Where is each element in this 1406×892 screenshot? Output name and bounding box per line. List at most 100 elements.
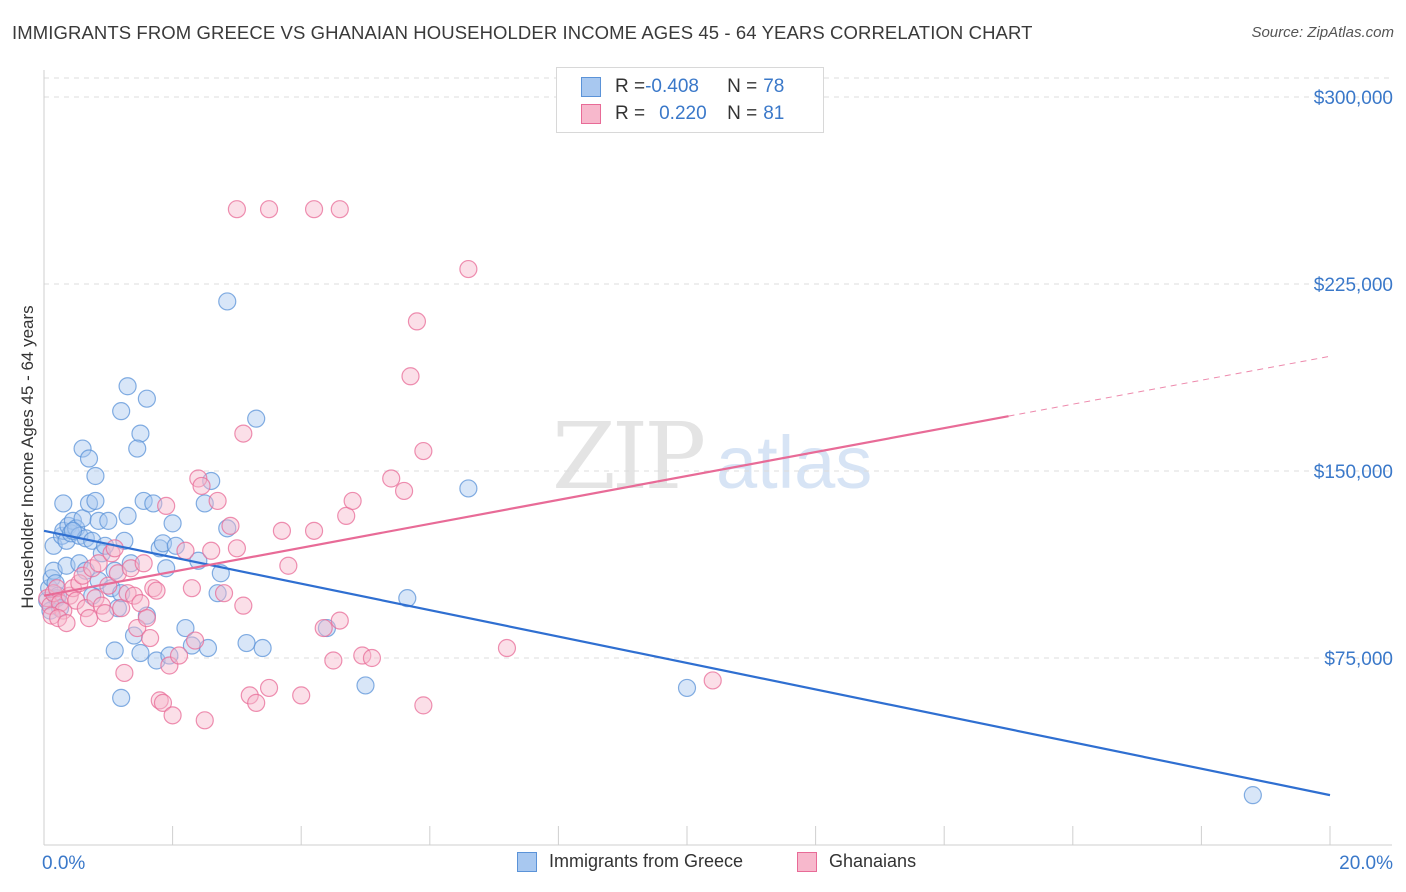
point-greece <box>73 439 92 458</box>
point-ghanaians <box>234 424 253 443</box>
point-ghanaians <box>247 693 266 712</box>
point-ghanaians <box>259 678 279 698</box>
bottom-legend-label-greece: Immigrants from Greece <box>549 851 744 871</box>
point-ghanaians <box>147 581 166 600</box>
point-greece <box>131 643 150 663</box>
point-greece <box>131 424 150 443</box>
point-ghanaians <box>169 646 189 665</box>
point-ghanaians <box>163 706 182 725</box>
point-ghanaians <box>176 541 195 560</box>
point-greece <box>218 519 237 538</box>
point-ghanaians <box>160 656 179 675</box>
point-ghanaians <box>414 696 433 715</box>
point-ghanaians <box>115 663 134 683</box>
point-greece <box>677 678 697 698</box>
point-ghanaians <box>240 686 259 705</box>
point-ghanaians <box>337 506 356 525</box>
legend-n-value: 78 <box>763 76 785 97</box>
point-greece <box>86 491 105 511</box>
point-greece <box>115 531 134 550</box>
x-tick-label: 20.0% <box>1339 853 1393 874</box>
point-greece <box>237 633 256 653</box>
point-ghanaians <box>144 579 163 598</box>
point-ghanaians <box>128 618 147 638</box>
point-ghanaians <box>703 671 722 690</box>
point-greece <box>99 511 118 530</box>
legend-r-label: R = <box>615 103 646 124</box>
point-ghanaians <box>214 584 234 603</box>
point-greece <box>137 389 156 408</box>
point-greece <box>208 584 227 603</box>
point-ghanaians <box>362 648 382 668</box>
point-ghanaians <box>140 628 160 648</box>
point-greece <box>112 688 131 707</box>
trendline-ghanaians <box>43 415 1009 597</box>
point-ghanaians <box>414 441 433 461</box>
point-ghanaians <box>221 516 240 535</box>
legend-n-label: N = <box>727 103 758 124</box>
point-greece <box>247 409 266 428</box>
trendline-ghanaians-dashed <box>1008 355 1331 417</box>
point-ghanaians <box>153 693 173 712</box>
y-axis-label: Householder Income Ages 45 - 64 years <box>18 305 37 608</box>
point-ghanaians <box>192 476 211 496</box>
point-ghanaians <box>330 200 349 219</box>
point-ghanaians <box>304 521 324 540</box>
chart-title: IMMIGRANTS FROM GREECE VS GHANAIAN HOUSE… <box>12 22 1033 43</box>
legend-r-value: -0.408 <box>645 76 699 97</box>
trendline-greece <box>43 529 1331 797</box>
correlation-legend: R = -0.408 N = 78 R = 0.220 N = 81 <box>556 67 824 133</box>
x-tick-label: 0.0% <box>42 853 85 874</box>
watermark-zip: ZIP <box>552 403 703 510</box>
point-ghanaians <box>259 200 279 219</box>
point-ghanaians <box>330 611 349 630</box>
point-ghanaians <box>314 618 333 638</box>
legend-swatch-greece <box>581 77 601 97</box>
y-tick-label: $150,000 <box>1314 462 1393 483</box>
point-ghanaians <box>134 554 153 573</box>
legend-n-value: 81 <box>763 103 785 124</box>
point-greece <box>121 554 140 573</box>
point-ghanaians <box>279 556 298 575</box>
point-ghanaians <box>73 566 92 585</box>
point-greece <box>166 536 185 555</box>
point-ghanaians <box>137 609 156 628</box>
point-greece <box>176 618 195 638</box>
point-ghanaians <box>382 469 401 488</box>
watermark-atlas: atlas <box>716 421 872 504</box>
y-tick-label: $75,000 <box>1324 649 1393 670</box>
bottom-legend-swatch-greece <box>517 851 537 872</box>
point-ghanaians <box>89 554 108 573</box>
point-greece <box>112 402 131 421</box>
bottom-legend-swatch-ghanaians <box>797 851 817 872</box>
point-ghanaians <box>394 481 414 501</box>
point-ghanaians <box>208 491 227 511</box>
source-label: Source: ZipAtlas.com <box>1251 24 1394 41</box>
point-ghanaians <box>112 599 131 618</box>
point-ghanaians <box>195 711 214 730</box>
point-ghanaians <box>67 591 86 610</box>
point-ghanaians <box>324 651 343 670</box>
point-greece <box>105 641 124 660</box>
point-greece <box>398 589 417 608</box>
point-greece <box>160 646 179 665</box>
point-greece <box>1243 786 1262 805</box>
legend-row-ghanaians: R = 0.220 N = 81 <box>581 102 784 126</box>
point-greece <box>253 638 272 658</box>
point-ghanaians <box>182 579 201 598</box>
point-ghanaians <box>95 604 115 623</box>
point-ghanaians <box>157 496 176 516</box>
bottom-legend-greece: Immigrants from Greece <box>517 851 743 872</box>
y-tick-label: $300,000 <box>1314 88 1393 109</box>
point-greece <box>218 292 237 311</box>
point-ghanaians <box>292 686 311 705</box>
point-greece <box>86 466 105 486</box>
legend-n-label: N = <box>727 76 758 97</box>
bottom-legend-label-ghanaians: Ghanaians <box>829 851 917 871</box>
point-greece <box>79 449 99 468</box>
point-greece <box>128 439 147 458</box>
point-ghanaians <box>131 594 150 613</box>
bottom-legend-ghanaians: Ghanaians <box>797 851 916 872</box>
point-ghanaians <box>407 312 427 331</box>
